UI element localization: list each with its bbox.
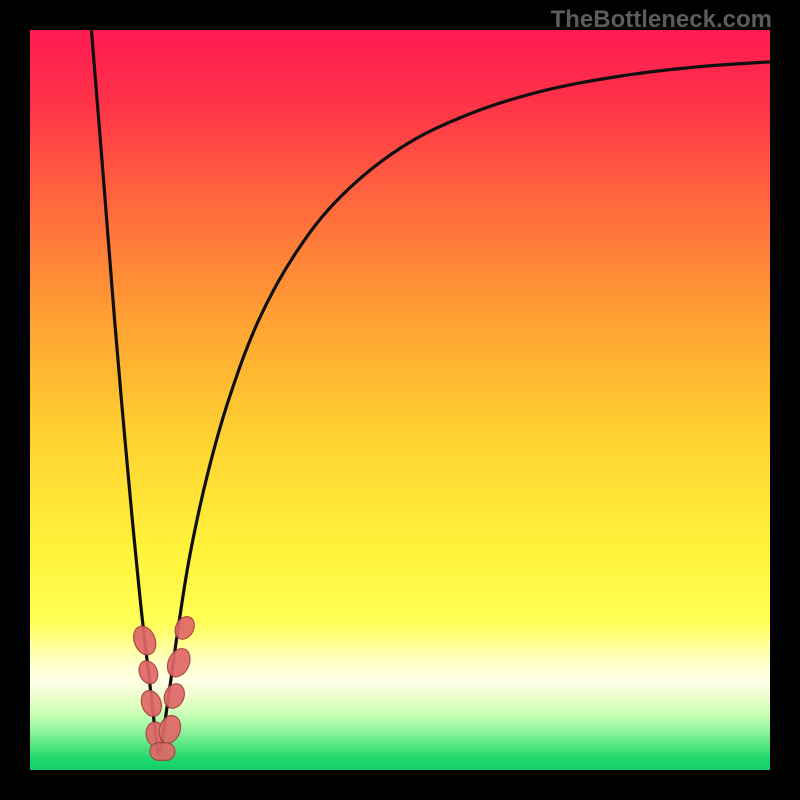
plot-background-gradient (30, 30, 770, 770)
bottleneck-curve-chart (0, 0, 800, 800)
watermark-label: TheBottleneck.com (551, 6, 772, 34)
marker-pill (150, 743, 175, 761)
chart-stage: TheBottleneck.com (0, 0, 800, 800)
